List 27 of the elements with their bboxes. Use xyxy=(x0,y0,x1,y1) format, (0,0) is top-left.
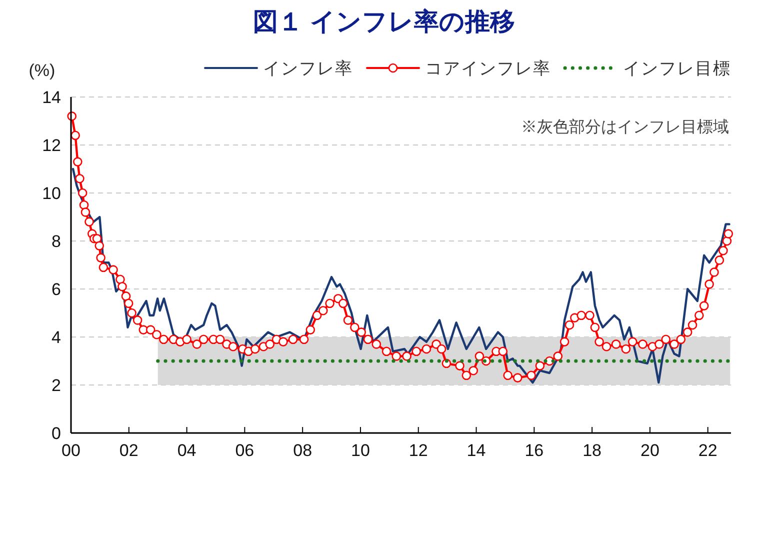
line-series xyxy=(72,168,730,384)
y-tick-label: 12 xyxy=(42,136,61,155)
x-tick-label: 02 xyxy=(119,441,138,460)
y-tick-label: 14 xyxy=(42,88,61,107)
x-tick-label: 16 xyxy=(524,441,544,460)
y-tick-label: 2 xyxy=(52,376,61,395)
x-tick-label: 22 xyxy=(698,441,718,460)
y-tick-label: 0 xyxy=(52,424,61,443)
legend-label: インフレ率 xyxy=(263,59,353,78)
y-axis-title: (%) xyxy=(28,61,56,80)
x-tick-label: 06 xyxy=(235,441,254,460)
y-tick-label: 6 xyxy=(52,280,61,299)
y-tick-label: 10 xyxy=(42,184,61,203)
x-tick-label: 18 xyxy=(582,441,602,460)
x-tick-label: 20 xyxy=(640,441,660,460)
y-tick-label: 4 xyxy=(52,328,61,347)
legend-label: インフレ目標 xyxy=(623,59,731,78)
x-tick-label: 08 xyxy=(293,441,312,460)
legend-label: コアインフレ率 xyxy=(425,59,551,78)
annotation: ※灰色部分はインフレ目標域 xyxy=(521,118,729,136)
x-tick-label: 12 xyxy=(408,441,428,460)
x-tick-label: 04 xyxy=(177,441,196,460)
chart-title: 図１ インフレ率の推移 xyxy=(253,8,515,36)
x-tick-label: 14 xyxy=(466,441,486,460)
y-tick-label: 8 xyxy=(52,232,61,251)
x-tick-label: 00 xyxy=(62,441,80,460)
x-tick-label: 10 xyxy=(351,441,370,460)
